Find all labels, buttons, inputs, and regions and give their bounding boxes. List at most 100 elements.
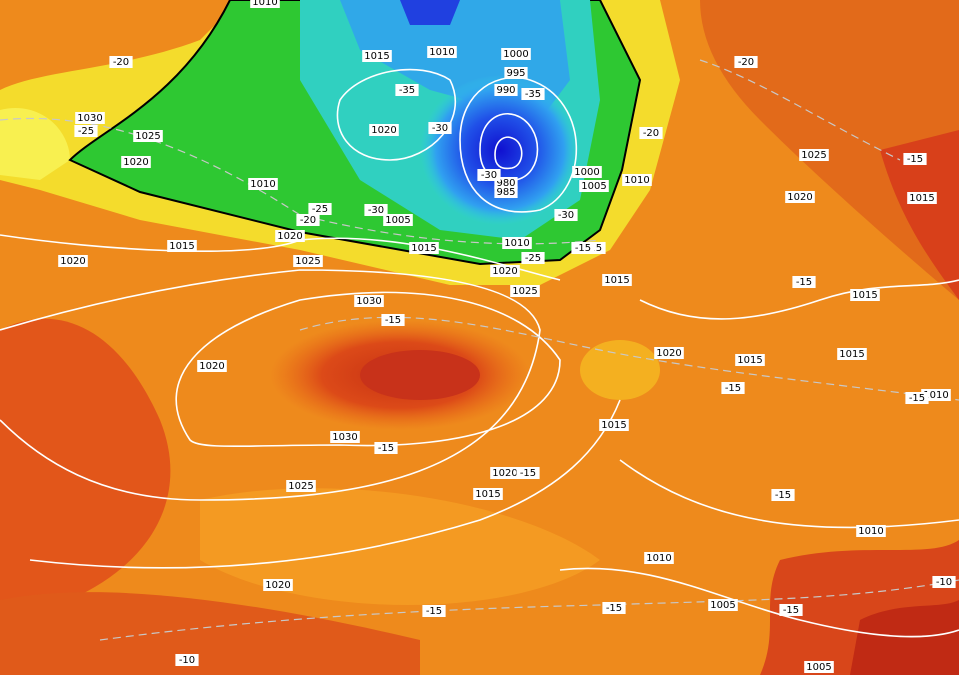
label-box — [477, 169, 501, 181]
isobar-label: 1005 — [579, 180, 609, 192]
isobar-label: 1025 — [133, 130, 163, 142]
isobar-label: 1020 — [275, 230, 305, 242]
isobar-label: 1005 — [804, 661, 834, 673]
isobar-label-text: 1015 — [839, 349, 864, 360]
isobar-label-text: 1020 — [492, 468, 517, 479]
isobar-label-text: 1015 — [169, 241, 194, 252]
temperature-label: -15 — [903, 153, 927, 165]
isobar-label: 1000 — [501, 48, 531, 60]
label-box — [799, 149, 829, 161]
label-box — [654, 347, 684, 359]
isobar-label: 1010 — [502, 237, 532, 249]
label-box — [250, 0, 280, 8]
label-box — [837, 348, 867, 360]
label-box — [903, 153, 927, 165]
isobar-label: 1000 — [572, 166, 602, 178]
isobar-label: 1020 — [490, 467, 520, 479]
isobar-label: 1015 — [473, 488, 503, 500]
isobar-label: 1025 — [510, 285, 540, 297]
label-box — [121, 156, 151, 168]
isobar-label-text: 980 — [496, 178, 515, 189]
temperature-label: -15 — [771, 489, 795, 501]
label-box — [502, 237, 532, 249]
temperature-label: -20 — [109, 56, 133, 68]
isobar-label: 1015 — [599, 419, 629, 431]
isobar-label-text: 1030 — [356, 296, 381, 307]
temperature-label-text: -15 — [575, 243, 591, 254]
label-box — [275, 230, 305, 242]
isobar-label-text: 1010 — [504, 238, 529, 249]
isobar-label-text: 985 — [496, 187, 515, 198]
isobar-label: 1020 — [197, 360, 227, 372]
isobar-label: 1020 — [121, 156, 151, 168]
isobar-label-text: 1020 — [60, 256, 85, 267]
isobar-label-text: 1020 — [265, 580, 290, 591]
isobar-label-text: 1015 — [364, 51, 389, 62]
label-box — [779, 604, 803, 616]
label-box — [383, 214, 413, 226]
isobar-label-text: 1005 — [385, 215, 410, 226]
temperature-label: -15 — [422, 605, 446, 617]
temperature-label-text: -15 — [725, 383, 741, 394]
isobar-label-text: 1015 — [475, 489, 500, 500]
label-box — [74, 125, 98, 137]
label-box — [109, 56, 133, 68]
label-box — [374, 442, 398, 454]
isobar-label: 1020 — [785, 191, 815, 203]
temperature-label-text: -15 — [520, 468, 536, 479]
isobar-label-text: 1015 — [601, 420, 626, 431]
label-box — [490, 265, 520, 277]
isobar-label-text: 1025 — [288, 481, 313, 492]
label-box — [599, 419, 629, 431]
temperature-label: -15 — [779, 604, 803, 616]
label-box — [308, 203, 332, 215]
temperature-label: -15 — [571, 242, 595, 254]
isobar-label-text: 1025 — [801, 150, 826, 161]
temperature-label-text: -30 — [432, 123, 448, 134]
isobar-label: 1005 — [708, 599, 738, 611]
isobar-label-text: 1000 — [503, 49, 528, 60]
temperature-label: -15 — [602, 602, 626, 614]
isobar-label-text: 1025 — [295, 256, 320, 267]
label-box — [572, 166, 602, 178]
label-box — [75, 112, 105, 124]
isobar-label: 1015 — [735, 354, 765, 366]
temperature-label: -25 — [521, 252, 545, 264]
isobar-label: 1010 — [622, 174, 652, 186]
isobar-label-text: 1020 — [371, 125, 396, 136]
label-box — [602, 602, 626, 614]
temperature-label: -35 — [395, 84, 419, 96]
isobar-label: 1025 — [286, 480, 316, 492]
isobar-label: 1015 — [850, 289, 880, 301]
isobar-label-text: 1010 — [250, 179, 275, 190]
temperature-label: -20 — [296, 214, 320, 226]
label-box — [579, 180, 609, 192]
label-box — [354, 295, 384, 307]
label-box — [293, 255, 323, 267]
temperature-label: -15 — [516, 467, 540, 479]
temperature-label: -30 — [428, 122, 452, 134]
temperature-label: -35 — [521, 88, 545, 100]
isobar-label: 995 — [504, 67, 528, 79]
isobar-label-text: 1005 — [710, 600, 735, 611]
temperature-label: -30 — [364, 204, 388, 216]
temperature-label: -10 — [175, 654, 199, 666]
label-box — [395, 84, 419, 96]
label-box — [58, 255, 88, 267]
temperature-label: -10 — [932, 576, 956, 588]
label-box — [494, 186, 518, 198]
isobar-label-text: 1010 — [858, 526, 883, 537]
isobar-label-text: 1025 — [512, 286, 537, 297]
temperature-label-text: -10 — [179, 655, 195, 666]
isobar-label-text: 1030 — [332, 432, 357, 443]
label-box — [409, 242, 439, 254]
label-box — [622, 174, 652, 186]
label-box — [850, 289, 880, 301]
temperature-label: -15 — [792, 276, 816, 288]
isobar-label-text: 1015 — [411, 243, 436, 254]
isobar-label-text: 1015 — [852, 290, 877, 301]
temperature-label-text: -20 — [300, 215, 316, 226]
temperature-label-text: -25 — [78, 126, 94, 137]
